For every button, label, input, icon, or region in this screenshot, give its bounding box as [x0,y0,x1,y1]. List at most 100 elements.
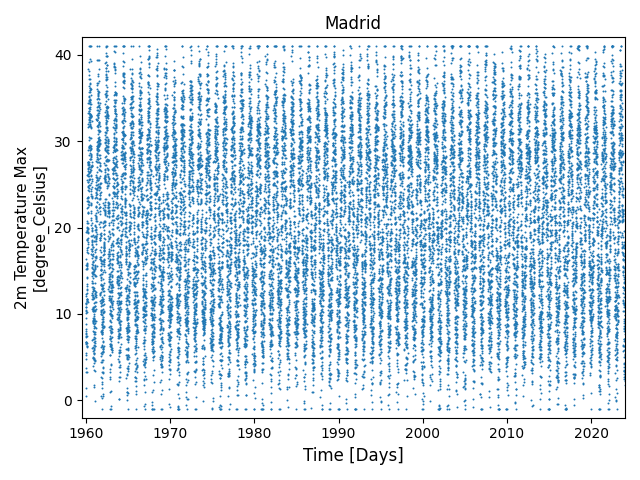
Point [445,242,455,250]
Point [557,83,568,90]
Point [145,165,155,173]
Point [166,255,177,263]
Point [306,288,316,296]
Point [500,292,511,300]
Point [579,372,589,379]
Point [195,178,205,186]
Point [129,150,139,157]
Point [106,327,116,335]
Point [100,112,110,120]
Point [414,147,424,155]
Point [595,319,605,327]
Point [229,244,239,252]
Point [427,248,437,255]
Point [619,335,629,343]
Point [99,261,109,268]
Point [521,193,531,201]
Point [136,113,147,120]
Point [529,268,539,276]
Point [111,142,121,149]
Point [439,164,449,172]
Point [532,111,542,119]
Point [381,203,391,210]
Point [572,273,582,280]
Point [380,74,390,82]
Point [233,255,243,263]
Point [435,404,445,412]
Point [429,196,439,204]
Point [424,317,435,324]
Point [490,60,500,68]
Point [307,349,317,357]
Point [191,320,202,327]
Point [281,245,291,253]
Point [124,262,134,270]
Point [564,92,575,99]
Point [366,297,376,305]
Point [534,250,545,257]
Point [502,228,513,236]
Point [237,161,248,168]
Point [215,357,225,364]
Point [330,161,340,169]
Point [516,233,526,240]
Point [480,65,490,72]
Point [113,215,123,222]
Point [269,93,280,101]
Point [390,204,401,212]
Point [620,350,630,358]
Point [484,336,494,344]
Point [540,111,550,119]
Point [538,188,548,195]
Point [570,363,580,371]
Point [504,240,514,247]
Point [120,139,130,147]
Point [260,140,270,147]
Point [409,375,419,383]
Point [344,220,354,228]
Point [179,193,189,201]
Point [339,196,349,204]
Point [320,108,330,116]
Point [154,264,164,272]
Point [189,248,199,255]
Point [160,107,170,114]
Point [387,250,397,258]
Point [444,339,454,347]
Point [207,404,217,412]
Point [464,115,474,123]
Point [507,186,517,194]
Point [596,155,607,162]
Point [485,297,495,305]
Point [177,120,187,127]
Point [458,256,468,264]
Point [420,148,430,156]
Point [332,242,342,250]
Point [409,291,419,299]
Point [285,218,295,226]
Point [286,152,296,160]
Point [490,187,500,194]
Point [152,49,163,57]
Point [185,81,195,89]
Point [410,283,420,290]
Point [261,83,271,90]
Point [246,189,256,197]
Point [168,104,179,111]
Point [291,264,301,272]
Point [438,97,449,105]
Point [399,216,410,224]
Point [134,100,145,108]
Point [141,192,151,200]
Point [523,100,533,108]
Point [220,104,230,112]
Point [429,135,440,143]
Point [465,183,476,191]
Point [586,270,596,277]
Point [410,263,420,270]
Point [160,133,170,141]
Point [442,257,452,264]
Point [578,319,588,326]
Point [591,159,601,167]
Point [507,228,517,235]
